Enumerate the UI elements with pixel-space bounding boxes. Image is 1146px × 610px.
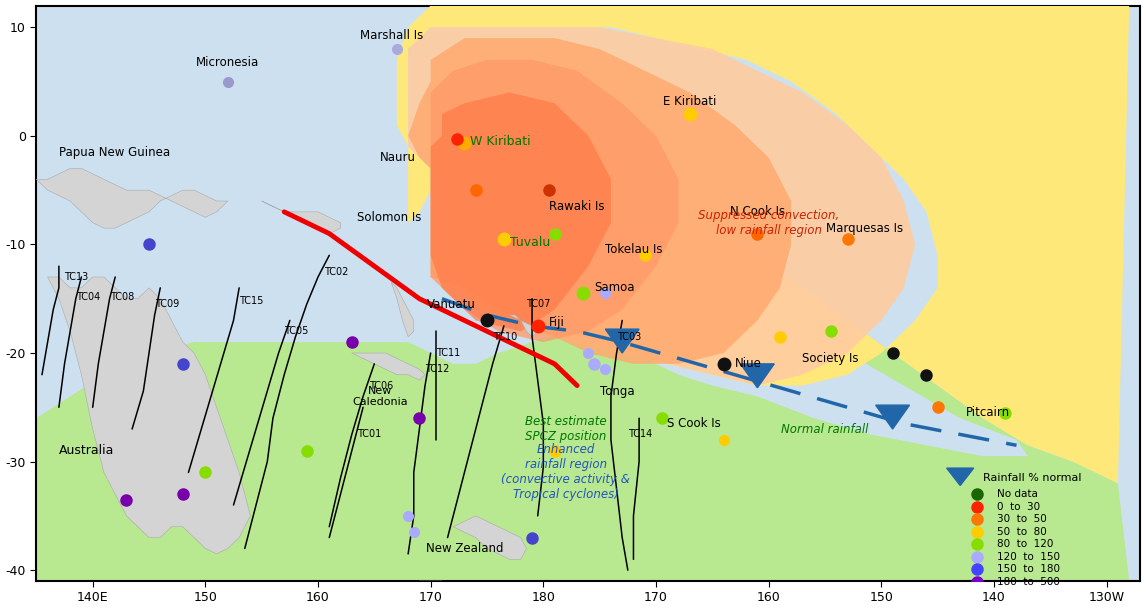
- Text: TC14: TC14: [628, 429, 652, 439]
- Polygon shape: [947, 468, 974, 486]
- Text: 0  to  30: 0 to 30: [997, 501, 1041, 512]
- Text: Marquesas Is: Marquesas Is: [826, 221, 903, 235]
- Polygon shape: [48, 277, 251, 554]
- Text: TC13: TC13: [64, 272, 88, 282]
- Text: Marshall Is: Marshall Is: [360, 29, 423, 43]
- Text: TC07: TC07: [526, 299, 551, 309]
- Text: E Kiribati: E Kiribati: [664, 95, 716, 107]
- Polygon shape: [261, 201, 340, 234]
- Text: Tuvalu: Tuvalu: [510, 235, 550, 249]
- Text: TC15: TC15: [240, 296, 264, 306]
- Text: No data: No data: [997, 489, 1038, 499]
- Text: TC08: TC08: [110, 292, 134, 301]
- Text: 50  to  80: 50 to 80: [997, 526, 1047, 537]
- Text: Normal rainfall: Normal rainfall: [782, 423, 869, 436]
- Polygon shape: [385, 581, 476, 610]
- Text: Rainfall % normal: Rainfall % normal: [983, 473, 1081, 483]
- Text: 80  to  120: 80 to 120: [997, 539, 1053, 549]
- Text: 180  to  500: 180 to 500: [997, 576, 1060, 587]
- Text: Niue: Niue: [735, 357, 762, 370]
- Text: New
Caledonia: New Caledonia: [352, 386, 408, 407]
- Text: Best estimate
SPCZ position: Best estimate SPCZ position: [525, 415, 606, 443]
- Text: TC10: TC10: [493, 332, 517, 342]
- Polygon shape: [431, 93, 611, 331]
- Text: Fiji: Fiji: [549, 316, 565, 329]
- Text: TC05: TC05: [284, 326, 308, 336]
- Text: Tokelau Is: Tokelau Is: [605, 243, 662, 256]
- Text: TC03: TC03: [617, 332, 641, 342]
- Polygon shape: [740, 364, 775, 388]
- Text: TC09: TC09: [155, 299, 179, 309]
- Polygon shape: [431, 60, 678, 342]
- Polygon shape: [510, 315, 537, 337]
- Text: Rawaki Is: Rawaki Is: [549, 200, 605, 213]
- Polygon shape: [408, 38, 791, 364]
- Text: Pitcairn: Pitcairn: [966, 406, 1010, 419]
- Polygon shape: [408, 27, 916, 386]
- Text: TC12: TC12: [425, 364, 449, 375]
- Text: Australia: Australia: [58, 444, 115, 458]
- Text: Papua New Guinea: Papua New Guinea: [58, 146, 170, 159]
- Polygon shape: [397, 5, 1129, 483]
- Text: Society Is: Society Is: [802, 352, 860, 365]
- Text: Suppressed convection,
low rainfall region: Suppressed convection, low rainfall regi…: [698, 209, 839, 237]
- Text: TC04: TC04: [76, 292, 100, 301]
- Text: TC02: TC02: [323, 267, 348, 276]
- Text: Vanuatu: Vanuatu: [426, 298, 476, 310]
- Polygon shape: [453, 516, 526, 559]
- Text: TC06: TC06: [369, 381, 393, 390]
- Text: Micronesia: Micronesia: [196, 56, 259, 68]
- Text: Samoa: Samoa: [594, 281, 635, 295]
- Text: 30  to  50: 30 to 50: [997, 514, 1047, 524]
- Text: 150  to  180: 150 to 180: [997, 564, 1060, 574]
- Polygon shape: [391, 282, 414, 337]
- Polygon shape: [605, 329, 639, 353]
- Text: S Cook Is: S Cook Is: [667, 417, 721, 430]
- Polygon shape: [37, 223, 1129, 581]
- Text: Tonga: Tonga: [599, 384, 634, 398]
- Text: TC01: TC01: [358, 429, 382, 439]
- Text: New Zealand: New Zealand: [425, 542, 503, 555]
- Text: Solomon Is: Solomon Is: [358, 211, 422, 224]
- Text: Nauru: Nauru: [380, 151, 416, 164]
- Text: N Cook Is: N Cook Is: [730, 206, 785, 218]
- Polygon shape: [352, 353, 425, 380]
- Text: W Kiribati: W Kiribati: [470, 135, 531, 148]
- Polygon shape: [876, 405, 910, 429]
- Polygon shape: [37, 168, 228, 228]
- Text: TC11: TC11: [437, 348, 461, 358]
- Text: Enhanced
rainfall region
(convective activity &
Tropical cyclones): Enhanced rainfall region (convective act…: [502, 443, 630, 501]
- Text: 120  to  150: 120 to 150: [997, 551, 1060, 562]
